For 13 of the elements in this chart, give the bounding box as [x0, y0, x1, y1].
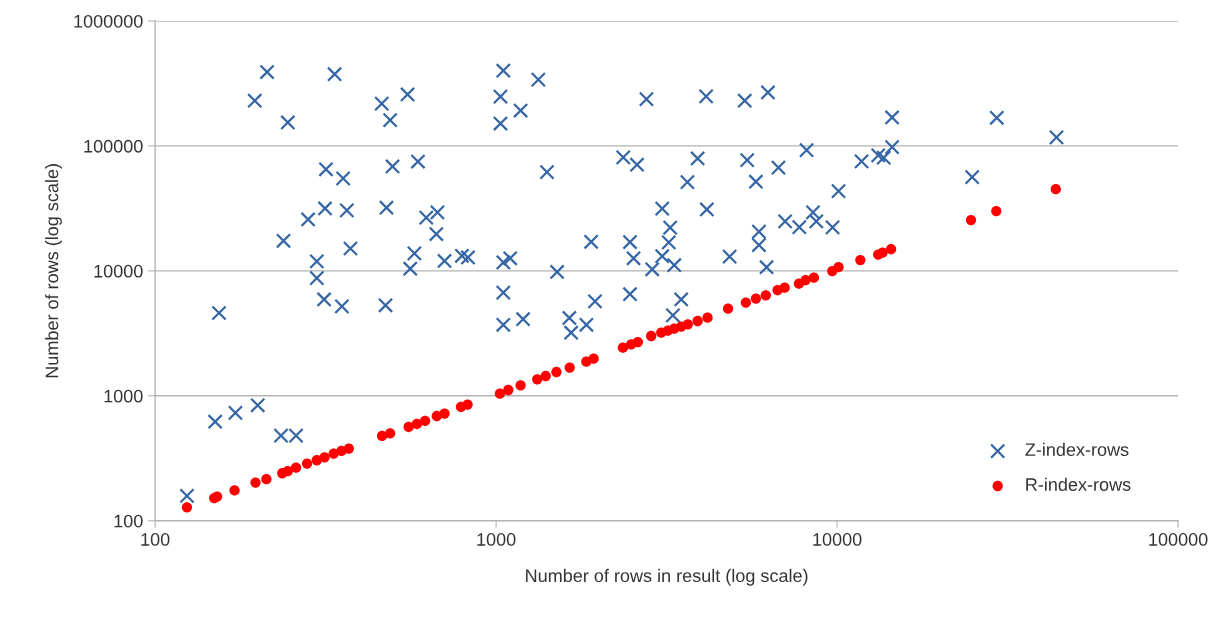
- legend-label: Z-index-rows: [1025, 442, 1129, 457]
- x-tick-label: 100000: [1149, 533, 1208, 546]
- y-tick-label: 100: [114, 514, 143, 528]
- x-axis-title: Number of rows in result (log scale): [526, 568, 808, 586]
- y-tick-label: 1000000: [74, 14, 143, 28]
- y-axis-title: Number of rows (log scale): [45, 164, 62, 378]
- y-tick-label: 100000: [84, 139, 143, 153]
- x-tick-label: 10000: [813, 533, 862, 546]
- y-tick-label: 1000: [104, 389, 143, 403]
- x-tick-label: 100: [141, 533, 170, 546]
- x-tick-label: 1000: [477, 533, 516, 546]
- y-tick-label: 10000: [94, 264, 143, 278]
- legend-label: R-index-rows: [1026, 477, 1131, 491]
